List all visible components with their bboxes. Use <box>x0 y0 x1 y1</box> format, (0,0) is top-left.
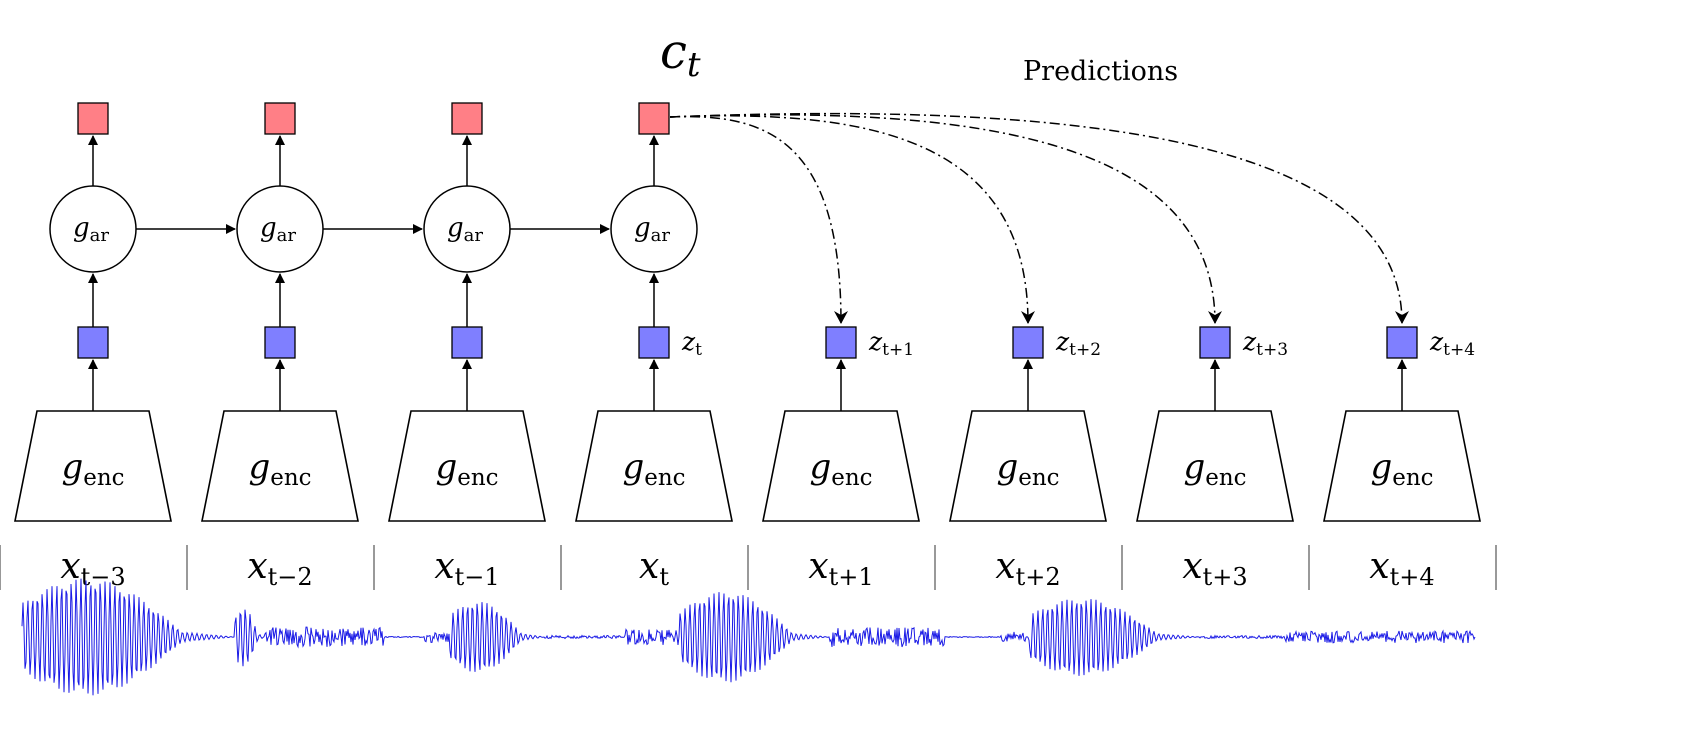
input-label: xt−1 <box>434 546 499 591</box>
input-label: xt+2 <box>995 546 1060 591</box>
context-c-box <box>639 103 669 134</box>
latent-z-box <box>1200 327 1230 358</box>
context-c-box <box>78 103 108 134</box>
latent-z-box <box>265 327 295 358</box>
latent-label: zt+3 <box>1242 327 1288 360</box>
latent-z-box <box>78 327 108 358</box>
audio-waveform <box>22 579 1475 696</box>
latent-z-box <box>826 327 856 358</box>
column-7: xt+4genczt+4 <box>1309 327 1496 591</box>
latent-label: zt+2 <box>1055 327 1101 360</box>
prediction-arrow <box>670 116 1028 323</box>
prediction-arrow <box>670 115 1215 323</box>
column-2: xt−1gencgar <box>374 103 609 591</box>
column-1: xt−2gencgar <box>187 103 422 591</box>
column-4: xt+1genczt+1 <box>748 327 919 591</box>
latent-z-box <box>639 327 669 358</box>
latent-z-box <box>1387 327 1417 358</box>
column-3: xtgencztgar <box>561 103 732 591</box>
input-label: xt−2 <box>247 546 312 591</box>
input-label: xt−3 <box>60 546 125 591</box>
input-label: xt+3 <box>1182 546 1247 591</box>
latent-z-box <box>452 327 482 358</box>
input-label: xt+4 <box>1369 546 1434 591</box>
latent-label: zt <box>681 327 702 360</box>
column-0: xt−3gencgar <box>0 103 235 591</box>
context-c-box <box>265 103 295 134</box>
predictions-label: Predictions <box>1023 56 1178 87</box>
context-label: ct <box>660 24 701 85</box>
latent-z-box <box>1013 327 1043 358</box>
input-label: xt+1 <box>808 546 873 591</box>
column-6: xt+3genczt+3 <box>1122 327 1293 591</box>
latent-label: zt+1 <box>868 327 914 360</box>
column-5: xt+2genczt+2 <box>935 327 1106 591</box>
context-c-box <box>452 103 482 134</box>
input-label: xt <box>639 546 669 591</box>
latent-label: zt+4 <box>1429 327 1475 360</box>
prediction-arrow <box>670 114 1402 323</box>
